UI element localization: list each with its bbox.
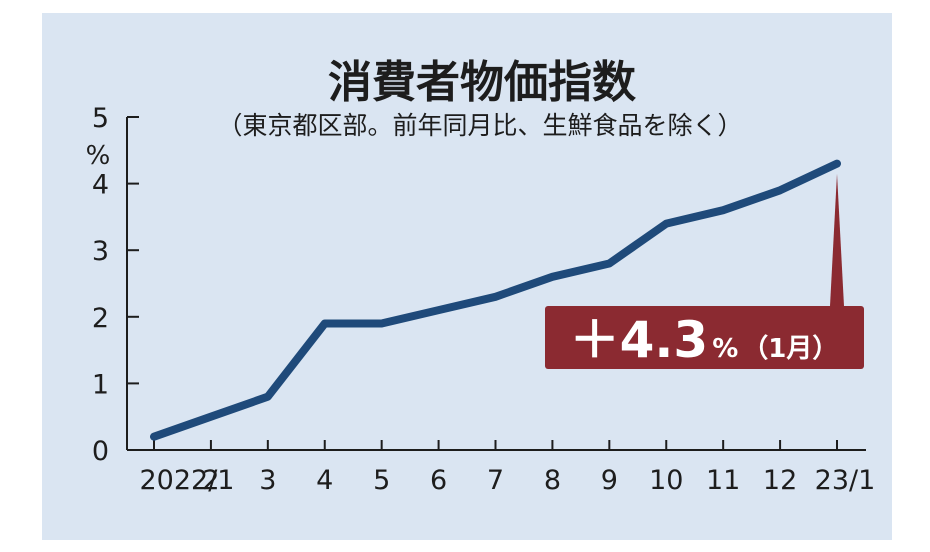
x-tick-label: 8 bbox=[544, 465, 561, 496]
x-tick-label: 2 bbox=[202, 465, 219, 496]
callout-note: （1月） bbox=[742, 334, 838, 364]
callout-text: ＋4.3% （1月） bbox=[570, 311, 839, 369]
callout-box bbox=[545, 306, 864, 369]
y-tick-label: 0 bbox=[92, 436, 109, 467]
x-tick-label: 12 bbox=[763, 465, 797, 496]
x-tick-label: 9 bbox=[601, 465, 618, 496]
x-tick-label: 10 bbox=[649, 465, 683, 496]
callout-unit: % bbox=[712, 334, 738, 364]
x-tick-label: 4 bbox=[316, 465, 333, 496]
y-tick-labels: 0 1 2 3 4 5 bbox=[92, 103, 109, 467]
y-tick-label: 2 bbox=[92, 303, 109, 334]
chart-panel bbox=[42, 13, 892, 540]
y-axis-unit-label: % bbox=[86, 141, 111, 171]
callout-value: ＋4.3 bbox=[570, 311, 709, 369]
x-tick-label: 2022/1 bbox=[140, 465, 235, 496]
x-tick-label: 3 bbox=[259, 465, 276, 496]
y-tick-label: 4 bbox=[92, 170, 109, 201]
y-tick-label: 5 bbox=[92, 103, 109, 134]
chart-title: 消費者物価指数 bbox=[328, 57, 636, 108]
y-tick-label: 3 bbox=[92, 236, 109, 267]
x-tick-label: 7 bbox=[487, 465, 504, 496]
x-tick-label: 6 bbox=[430, 465, 447, 496]
chart-subtitle: （東京都区部。前年同月比、生鮮食品を除く） bbox=[217, 111, 742, 140]
x-tick-label: 11 bbox=[706, 465, 740, 496]
value-callout: ＋4.3% （1月） bbox=[545, 173, 864, 369]
series-layer bbox=[150, 159, 841, 441]
x-tick-label: 5 bbox=[373, 465, 390, 496]
axes bbox=[126, 116, 866, 451]
x-tick-label: 23/1 bbox=[815, 465, 876, 496]
callout-pointer bbox=[830, 173, 844, 306]
series-line bbox=[150, 159, 841, 441]
x-tick-labels: 2022/12 3 4 5 6 7 8 9 10 11 12 23/1 bbox=[140, 465, 876, 496]
y-tick-label: 1 bbox=[92, 369, 109, 400]
